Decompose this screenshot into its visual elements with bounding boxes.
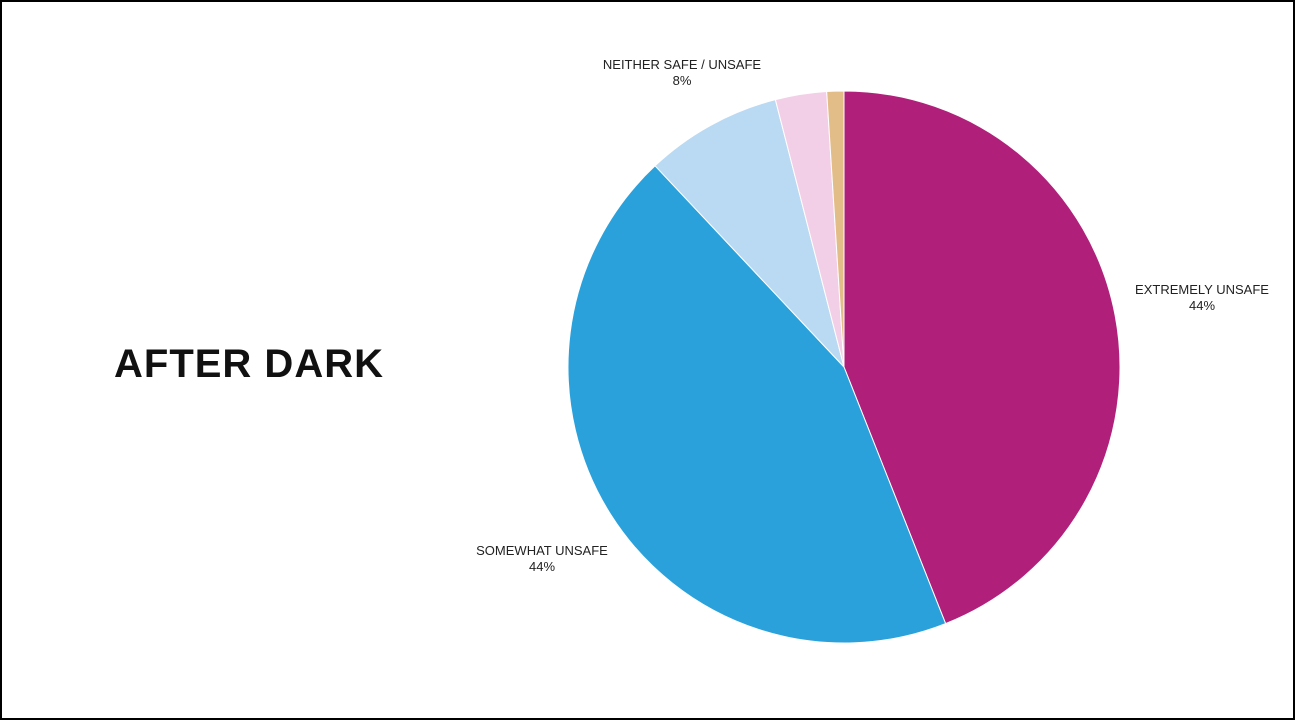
slice-label-extremely-unsafe: EXTREMELY UNSAFE bbox=[1135, 282, 1269, 297]
slice-value-neither-safe-unsafe: 8% bbox=[673, 73, 692, 88]
pie-slice-extremely-unsafe bbox=[843, 90, 1121, 625]
chart-title: AFTER DARK bbox=[114, 342, 384, 386]
pie-slice-unlabeled-4 bbox=[826, 90, 845, 368]
slice-value-extremely-unsafe: 44% bbox=[1189, 298, 1215, 313]
slice-value-somewhat-unsafe: 44% bbox=[529, 559, 555, 574]
pie-slice-somewhat-unsafe bbox=[567, 165, 947, 644]
slice-label-neither-safe-unsafe: NEITHER SAFE / UNSAFE bbox=[603, 57, 762, 72]
pie-slice-neither-safe-unsafe bbox=[654, 99, 845, 368]
slice-label-somewhat-unsafe: SOMEWHAT UNSAFE bbox=[476, 543, 608, 558]
pie-slices bbox=[567, 90, 1121, 644]
